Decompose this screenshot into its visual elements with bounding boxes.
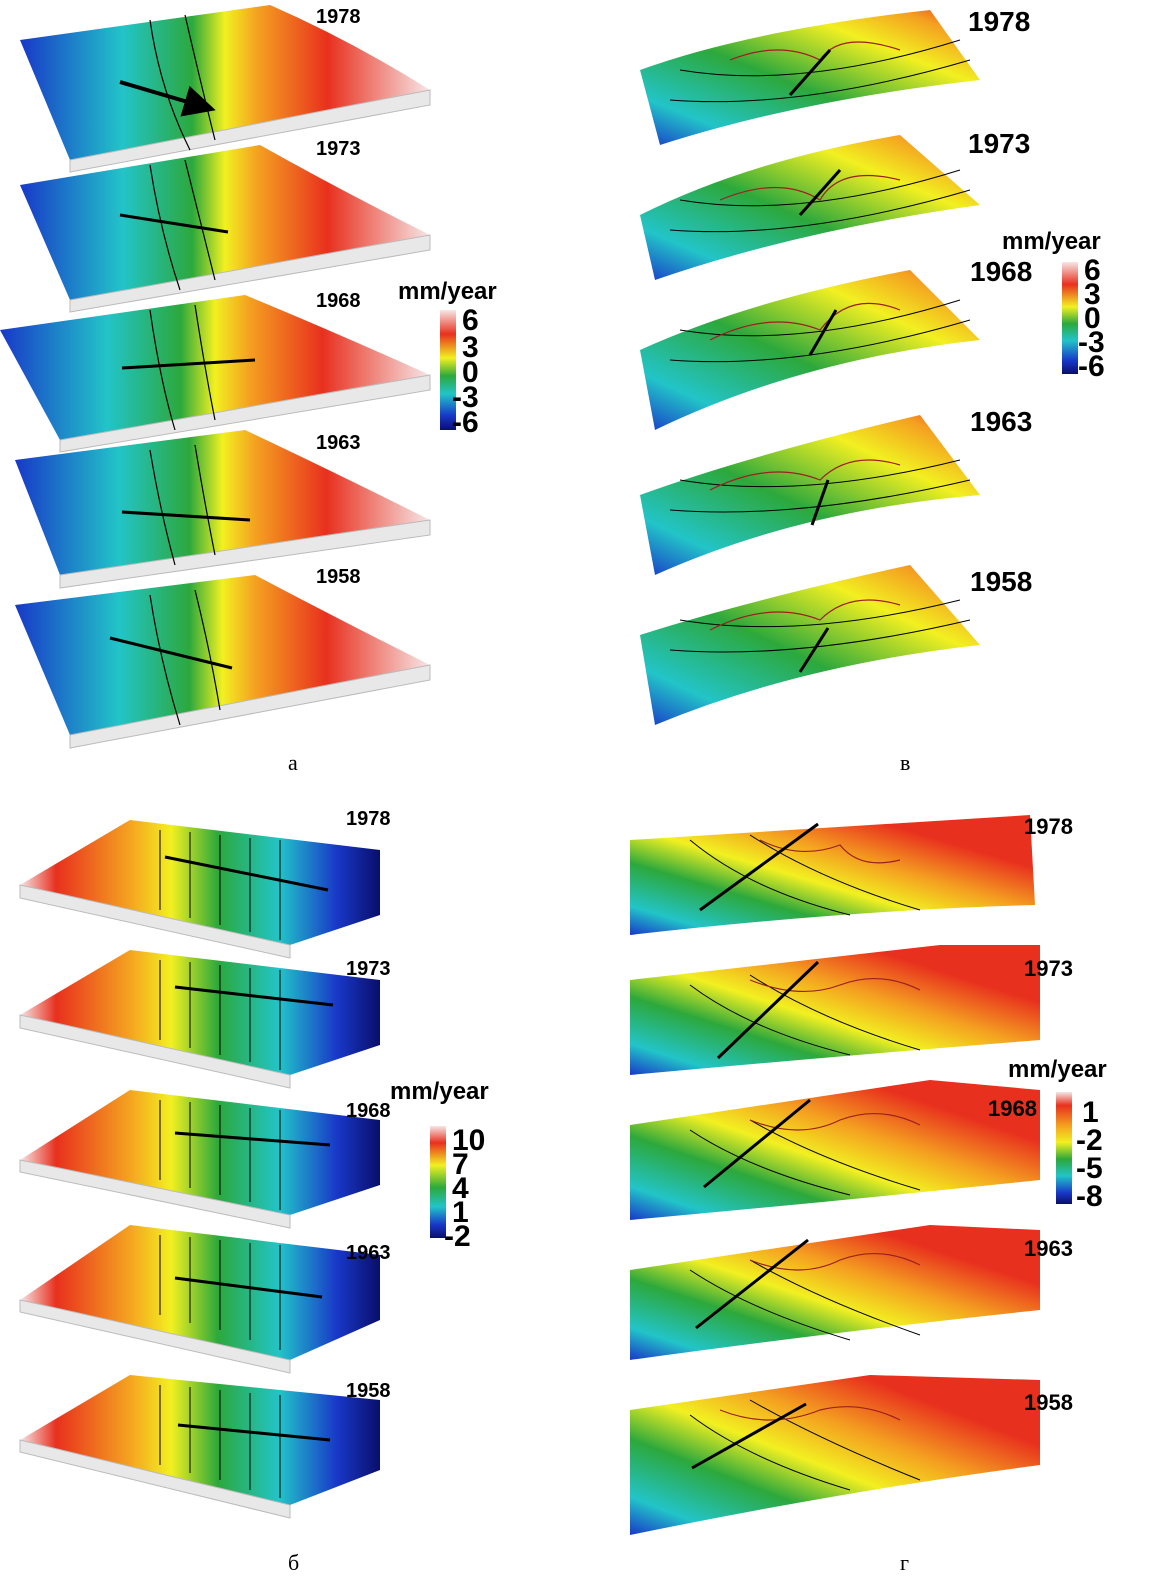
trend-arrow-v-1968 — [808, 309, 838, 356]
surface-g-1963 — [630, 1225, 1040, 1360]
year-label: 1978 — [968, 6, 1031, 37]
legend-tick: -2 — [444, 1220, 471, 1253]
surface-g-1958 — [630, 1375, 1040, 1535]
panel-caption: г — [900, 1550, 910, 1575]
surface-b-1963 — [19, 1225, 380, 1374]
trend-arrow-a-1978 — [119, 80, 216, 117]
year-label: 1958 — [346, 1380, 391, 1402]
trend-arrow-v-1978 — [788, 49, 832, 96]
trend-arrow-b-1963 — [174, 1276, 323, 1299]
legend-tick: 10 — [452, 1124, 486, 1157]
panel-b-surfaces — [19, 820, 380, 1519]
surface-v-1978 — [640, 10, 980, 145]
year-label: 1963 — [970, 406, 1033, 437]
year-label: 1973 — [1024, 956, 1073, 981]
trend-arrow-g-1978 — [699, 822, 819, 912]
trend-arrow-a-1968 — [121, 358, 256, 370]
trend-arrow-g-1958 — [691, 1402, 807, 1470]
colorbar-v — [1062, 262, 1078, 374]
legend-tick: -6 — [1078, 350, 1105, 383]
year-label: 1963 — [1024, 1236, 1073, 1261]
panel-a: 1978 1973 1968 1963 1958 mm/year 6 3 0 — [0, 0, 560, 780]
trend-arrow-v-1958 — [798, 627, 830, 673]
surface-v-1973 — [640, 135, 980, 280]
year-label: 1963 — [316, 432, 361, 454]
year-label: 1958 — [1024, 1390, 1073, 1415]
colorbar-g — [1056, 1092, 1072, 1204]
year-label: 1968 — [316, 290, 361, 312]
legend-tick: 4 — [452, 1172, 469, 1205]
trend-arrow-v-1973 — [798, 169, 842, 216]
legend-tick: 7 — [452, 1148, 469, 1181]
trend-arrow-g-1973 — [716, 960, 820, 1060]
panel-a-surfaces — [0, 5, 431, 749]
trend-arrow-a-1958 — [109, 636, 233, 670]
trend-arrow-g-1963 — [695, 1238, 809, 1330]
surface-g-1968 — [630, 1080, 1040, 1220]
surface-b-1958 — [19, 1375, 380, 1519]
year-label: 1958 — [316, 566, 361, 588]
legend-tick: 0 — [1084, 302, 1101, 335]
trend-arrow-b-1978 — [164, 855, 329, 892]
legend-title: mm/year — [1002, 228, 1101, 255]
trend-arrow-a-1963 — [121, 510, 251, 522]
year-label: 1978 — [346, 808, 391, 830]
panel-g: 1978 1973 1968 1963 1958 mm/year 1 -2 — [600, 800, 1168, 1593]
legend-tick: -8 — [1076, 1180, 1103, 1213]
panel-caption: а — [288, 750, 298, 775]
year-label: 1978 — [1024, 814, 1073, 839]
surface-a-1968 — [0, 295, 431, 453]
surface-v-1963 — [640, 415, 980, 575]
panel-caption: б — [288, 1550, 300, 1575]
colorbar-b — [430, 1126, 446, 1238]
surface-g-1978 — [630, 815, 1035, 935]
surface-g-1973 — [630, 945, 1040, 1075]
panel-caption: в — [900, 750, 911, 775]
year-label: 1968 — [346, 1100, 391, 1122]
year-label: 1973 — [968, 128, 1031, 159]
year-label: 1973 — [346, 958, 391, 980]
panel-v: 1978 1973 1968 1963 1958 mm/year 6 3 0 -… — [600, 0, 1168, 780]
year-label: 1968 — [970, 256, 1033, 287]
legend-tick: 3 — [462, 331, 479, 364]
surface-v-1968 — [640, 270, 980, 430]
panel-v-surfaces — [640, 10, 980, 725]
surface-a-1973 — [20, 145, 431, 313]
surface-b-1973 — [19, 950, 380, 1089]
legend-title: mm/year — [390, 1078, 489, 1105]
legend-tick: -3 — [1078, 326, 1105, 359]
trend-arrow-v-1963 — [810, 479, 830, 526]
trend-arrow-g-1968 — [703, 1098, 811, 1189]
panel-g-surfaces — [630, 815, 1040, 1535]
legend-title: mm/year — [1008, 1056, 1107, 1083]
surface-a-1958 — [15, 575, 431, 749]
year-label: 1968 — [988, 1096, 1037, 1121]
legend-tick: 0 — [462, 356, 479, 389]
year-label: 1978 — [316, 6, 361, 28]
colorbar-a — [440, 310, 456, 430]
trend-arrow-b-1968 — [174, 1131, 331, 1147]
legend-tick: 6 — [462, 304, 479, 337]
year-label: 1973 — [316, 138, 361, 160]
legend-tick: -2 — [1076, 1124, 1103, 1157]
year-label: 1958 — [970, 566, 1033, 597]
year-label: 1963 — [346, 1242, 391, 1264]
surface-v-1958 — [640, 565, 980, 725]
trend-arrow-b-1958 — [177, 1423, 331, 1442]
legend-tick: 1 — [1082, 1096, 1099, 1129]
legend-tick: -5 — [1076, 1152, 1103, 1185]
surface-b-1978 — [19, 820, 380, 959]
surface-a-1978 — [20, 5, 431, 173]
legend-title: mm/year — [398, 278, 497, 305]
surface-a-1963 — [15, 430, 431, 589]
trend-arrow-a-1973 — [119, 213, 229, 234]
trend-arrow-b-1973 — [174, 985, 334, 1007]
legend-tick: -6 — [452, 406, 479, 439]
surface-b-1968 — [19, 1090, 380, 1229]
panel-b: 1978 1973 1968 1963 1958 mm/year 10 7 4 … — [0, 800, 560, 1593]
legend-tick: 3 — [1084, 278, 1101, 311]
legend-tick: 1 — [452, 1196, 469, 1229]
legend-tick: 6 — [1084, 254, 1101, 287]
legend-tick: -3 — [452, 381, 479, 414]
